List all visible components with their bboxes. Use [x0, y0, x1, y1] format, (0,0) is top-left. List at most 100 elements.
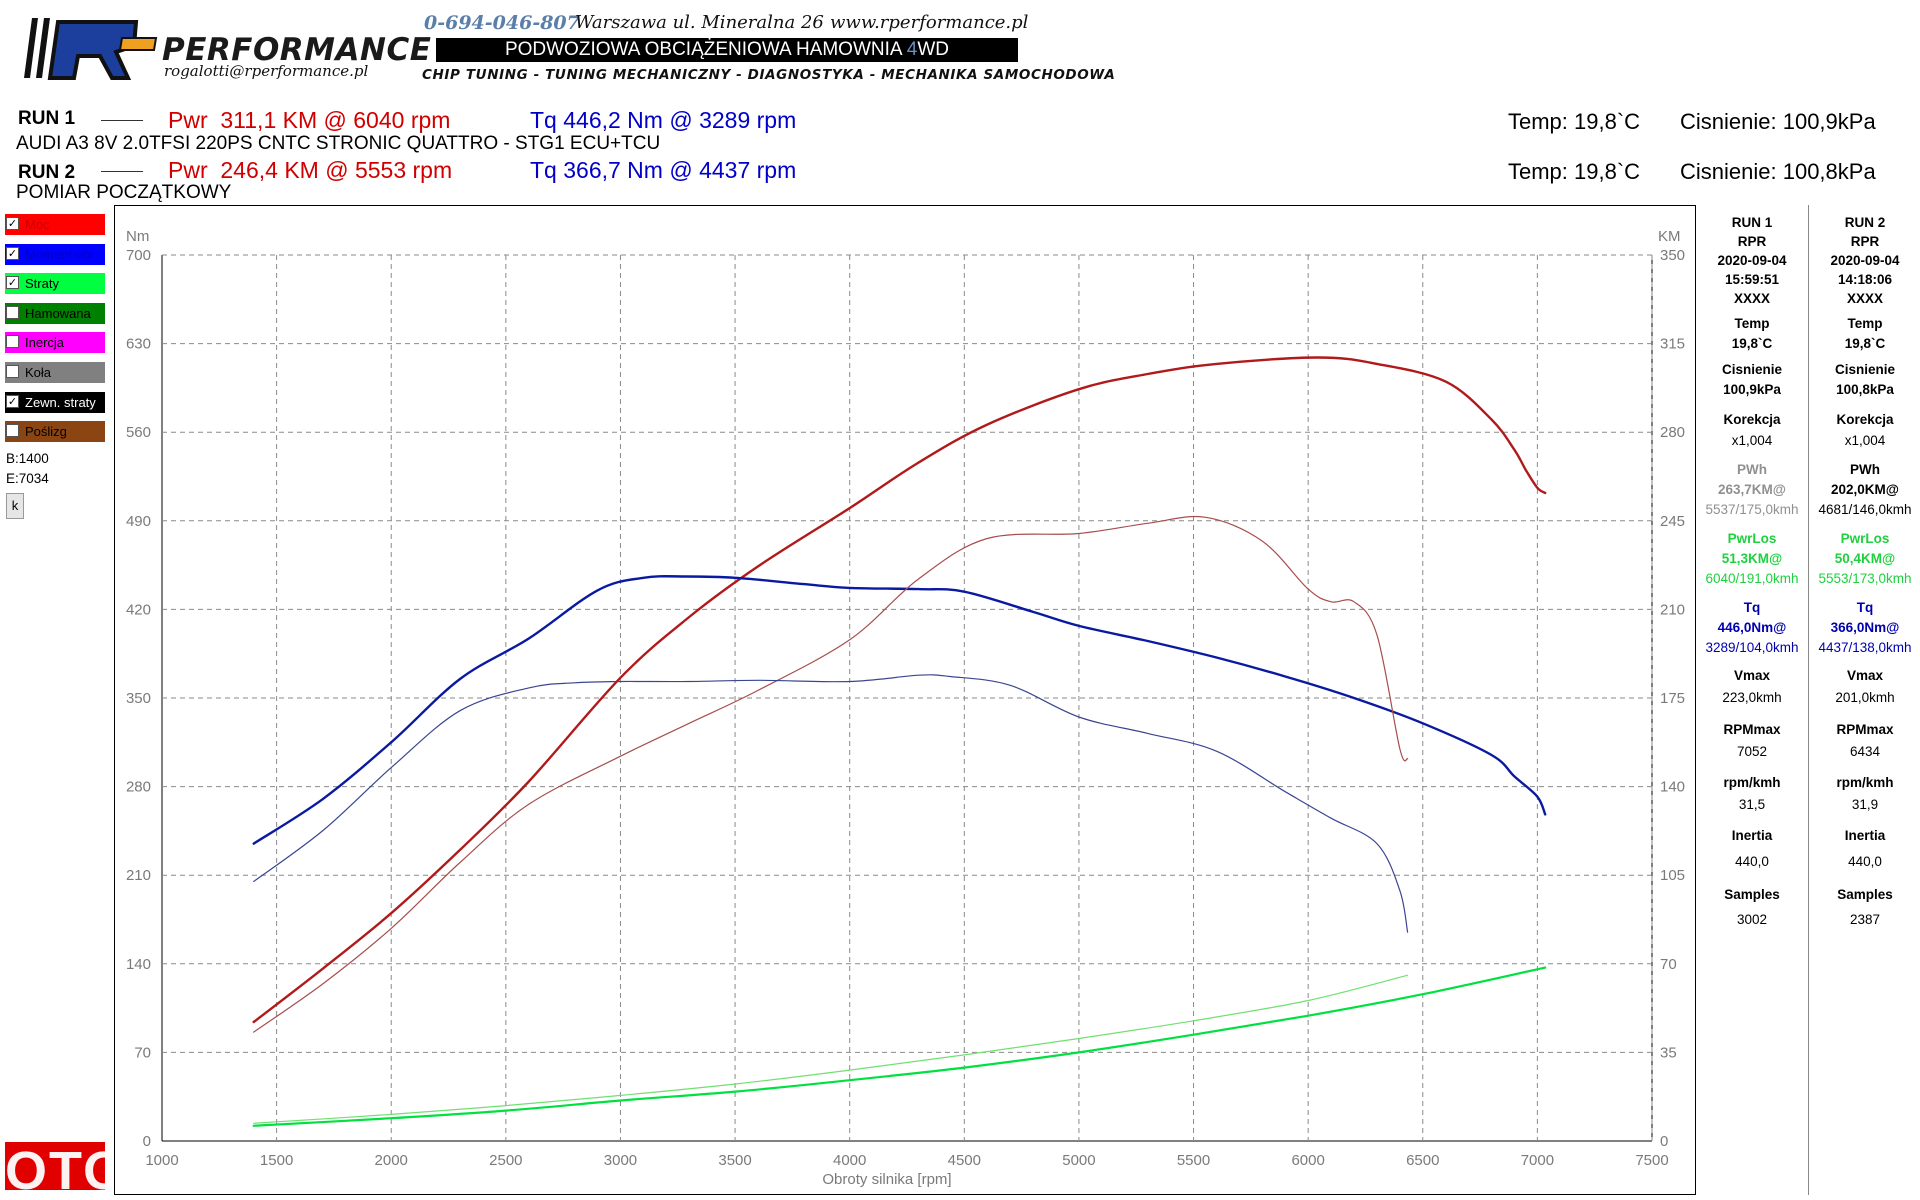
run1-pressure: Cisnienie: 100,9kPa — [1680, 109, 1876, 134]
legend-checkbox[interactable]: ✓ — [6, 276, 19, 290]
stats-panel: RUN 1 RPR 2020-09-04 15:59:51 XXXX Temp 19,8`C… — [1696, 205, 1918, 1195]
stat-in-label: Inertia — [1844, 828, 1886, 843]
run2-pressure: Cisnienie: 100,8kPa — [1680, 159, 1876, 184]
stat-pl-label: PwrLos — [1727, 531, 1777, 546]
y-tick-label-left: 700 — [126, 247, 151, 264]
legend-item-moc[interactable]: ✓ Moc — [5, 214, 105, 235]
y-tick-label-right: 140 — [1660, 779, 1685, 796]
x-tick-label: 1000 — [145, 1152, 178, 1169]
stats-header-line: RUN 1 — [1731, 215, 1773, 230]
dyno-chart: 0701402102803504204905606307000357010514… — [126, 228, 1685, 1188]
k-button[interactable]: k — [6, 493, 24, 519]
legend-item-straty[interactable]: ✓ Straty — [5, 273, 105, 295]
legend-label: Koła — [25, 365, 52, 380]
stat-tq1: 366,0Nm@ — [1830, 620, 1900, 635]
y-tick-label-left: 630 — [126, 336, 151, 353]
stat-pwh-label: PWh — [1737, 462, 1767, 477]
x-tick-label: 5500 — [1177, 1152, 1210, 1169]
stat-vmax: 201,0kmh — [1835, 690, 1895, 705]
y-tick-label-left: 560 — [126, 424, 151, 441]
y-tick-label-left: 420 — [126, 601, 151, 618]
y-tick-label-right: 70 — [1660, 956, 1677, 973]
stat-pl1: 51,3KM@ — [1721, 551, 1783, 566]
stat-pwh1: 263,7KM@ — [1718, 482, 1786, 497]
x-tick-label: 2000 — [375, 1152, 408, 1169]
stat-kor-label: Korekcja — [1836, 412, 1894, 427]
phone-number: 0-694-046-807 — [424, 12, 580, 34]
stats-header: RUN 1 RPR 2020-09-04 15:59:51 XXXX — [1696, 213, 1808, 308]
stat-cis-label: Cisnienie — [1834, 362, 1896, 377]
website: www.rperformance.pl — [830, 12, 1029, 33]
stat-pl1: 50,4KM@ — [1834, 551, 1896, 566]
y-tick-label-left: 0 — [143, 1133, 151, 1150]
stat-rk: 31,9 — [1851, 797, 1879, 812]
stat-in: 440,0 — [1735, 854, 1769, 869]
x-tick-label: 4000 — [833, 1152, 866, 1169]
stat-temp: 19,8`C — [1844, 336, 1886, 351]
stat-pl2: 5553/173,0kmh — [1818, 571, 1912, 586]
run2-description: POMIAR POCZĄTKOWY — [16, 182, 232, 203]
legend-begin: B:1400 — [6, 451, 49, 466]
stats-header-line: 14:18:06 — [1837, 272, 1893, 287]
legend-checkbox[interactable] — [6, 424, 19, 438]
services-line: CHIP TUNING - TUNING MECHANICZNY - DIAGN… — [422, 67, 1116, 83]
legend-item-inercja[interactable]: Inercja — [5, 332, 105, 354]
x-tick-label: 4500 — [948, 1152, 981, 1169]
y-tick-label-left: 350 — [126, 690, 151, 707]
legend-checkbox[interactable] — [6, 365, 19, 378]
x-tick-label: 1500 — [260, 1152, 293, 1169]
bottom-red-block — [5, 1142, 105, 1190]
legend-item-ko-a[interactable]: Koła — [5, 362, 105, 383]
legend-item-moment-obr[interactable]: ✓ Moment obr. — [5, 243, 105, 265]
stat-tq2: 4437/138,0kmh — [1818, 640, 1912, 655]
legend-checkbox[interactable] — [6, 335, 19, 349]
stat-tq-label: Tq — [1743, 600, 1761, 615]
y-tick-label-right: 0 — [1660, 1133, 1668, 1150]
stat-sa-label: Samples — [1724, 887, 1780, 902]
legend-item-po-lizg[interactable]: Poślizg — [5, 421, 105, 443]
stat-tq-label: Tq — [1856, 600, 1874, 615]
logo-text: PERFORMANCE — [162, 32, 432, 68]
run1-power: Pwr 311,1 KM @ 6040 rpm — [168, 107, 451, 133]
run1-line-sample — [101, 120, 143, 121]
legend-label: Straty — [25, 276, 59, 292]
legend-item-zewn-straty[interactable]: ✓ Zewn. straty — [5, 391, 105, 413]
stat-sa: 2387 — [1849, 912, 1881, 927]
stats-header-line: XXXX — [1733, 291, 1771, 306]
legend-label: Moment obr. — [25, 246, 98, 262]
stat-cis: 100,9kPa — [1723, 382, 1781, 397]
y-tick-label-right: 280 — [1660, 424, 1685, 441]
legend-checkbox[interactable]: ✓ — [6, 217, 19, 230]
stat-vmax: 223,0kmh — [1722, 690, 1782, 705]
run2-temp: Temp: 19,8`C — [1508, 159, 1641, 184]
stats-header-line: XXXX — [1846, 291, 1884, 306]
stat-rpm-label: RPMmax — [1723, 722, 1781, 737]
header-banner: PODWOZIOWA OBCIĄŻENIOWA HAMOWNIA 4WD — [436, 38, 1018, 62]
rperformance-logo — [24, 18, 158, 80]
legend-checkbox[interactable]: ✓ — [6, 394, 19, 408]
banner-text: PODWOZIOWA OBCIĄŻENIOWA HAMOWNIA — [504, 39, 907, 60]
stat-rpm-label: RPMmax — [1836, 722, 1894, 737]
run-2-moc-curve — [253, 515, 1409, 1033]
y-tick-label-right: 350 — [1660, 247, 1685, 264]
stat-rk-label: rpm/kmh — [1723, 775, 1781, 790]
stats-header-line: RUN 2 — [1844, 215, 1886, 230]
x-tick-label: 6500 — [1406, 1152, 1439, 1169]
stat-rpm: 6434 — [1849, 744, 1881, 759]
legend-item-hamowana[interactable]: Hamowana — [5, 302, 105, 324]
y-tick-label-right: 35 — [1660, 1044, 1677, 1061]
x-tick-label: 6000 — [1291, 1152, 1324, 1169]
stats-header-line: RPR — [1737, 234, 1767, 249]
legend-checkbox[interactable]: ✓ — [6, 246, 19, 260]
run2-power: Pwr 246,4 KM @ 5553 rpm — [168, 157, 453, 183]
stats-header-line: 15:59:51 — [1724, 272, 1780, 287]
banner-4: 4 — [906, 39, 918, 60]
run-2-moment-obr-curve — [253, 674, 1409, 933]
y-tick-label-right: 105 — [1660, 867, 1685, 884]
x-axis-label: Obroty silnika [rpm] — [822, 1171, 951, 1188]
run-1-straty-curve — [252, 966, 1547, 1127]
y-tick-label-left: 210 — [126, 867, 151, 884]
legend-checkbox[interactable] — [6, 305, 19, 319]
y-tick-label-left: 70 — [134, 1044, 151, 1061]
legend-end: E:7034 — [6, 471, 49, 486]
